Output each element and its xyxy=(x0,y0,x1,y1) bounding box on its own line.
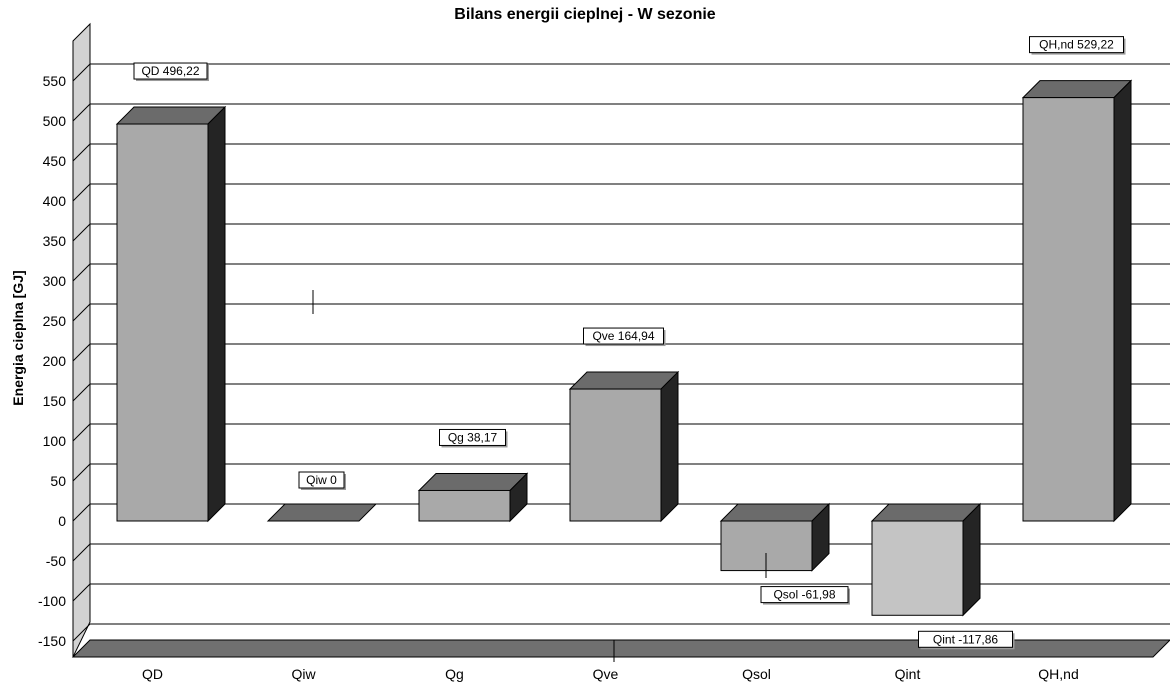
y-tick-label: 300 xyxy=(43,273,67,289)
grid-line-diagonal xyxy=(72,223,91,242)
bar-qsol xyxy=(719,502,831,572)
bar-side xyxy=(660,370,679,523)
bar-qg xyxy=(417,472,529,523)
y-tick-label: -100 xyxy=(38,593,66,609)
y-tick-label: 100 xyxy=(43,433,67,449)
left-wall xyxy=(72,22,91,658)
grid-line-diagonal xyxy=(72,463,91,482)
bar-side xyxy=(1113,79,1132,523)
bar-qint xyxy=(870,502,982,617)
data-label: Qg 38,17 xyxy=(439,428,508,448)
bar-qhnd xyxy=(1021,79,1133,523)
label-box xyxy=(918,630,1013,648)
grid-line-diagonal xyxy=(72,183,91,202)
y-tick-label: -50 xyxy=(46,553,66,569)
label-text: Qg 38,17 xyxy=(448,430,498,444)
label-box xyxy=(583,327,664,345)
bar-top xyxy=(266,503,378,522)
data-label: Qint -117,86 xyxy=(918,630,1015,650)
x-tick-label: Qiw xyxy=(291,666,316,682)
bar-front xyxy=(569,388,662,522)
data-labels: QD 496,22 Qiw 0 Qg 38,17 Qve 164,94 Qsol -61… xyxy=(133,36,1126,650)
bar-top xyxy=(719,503,831,522)
bar-front xyxy=(871,520,964,616)
y-axis: 550500450400350300250200150100500-50-100… xyxy=(38,73,66,649)
bar-qiw xyxy=(266,503,378,522)
bar-top xyxy=(1021,80,1133,99)
bar-front xyxy=(116,123,209,522)
bar-top xyxy=(870,503,982,522)
bars xyxy=(115,79,1133,662)
y-tick-label: -150 xyxy=(38,633,66,649)
grid-line-diagonal xyxy=(72,343,91,362)
y-tick-label: 550 xyxy=(43,73,67,89)
bar-top xyxy=(115,106,227,125)
y-tick-label: 50 xyxy=(50,473,66,489)
label-box xyxy=(133,62,208,80)
data-label: QH,nd 529,22 xyxy=(1029,36,1126,55)
chart-floor xyxy=(71,639,1170,658)
label-box xyxy=(1029,36,1124,54)
x-tick-label: QD xyxy=(142,666,163,682)
data-label: Qsol -61,98 xyxy=(760,586,850,605)
label-text: QH,nd 529,22 xyxy=(1039,38,1114,52)
y-tick-label: 350 xyxy=(43,233,67,249)
floor-slab xyxy=(71,639,1170,658)
bar-side xyxy=(207,105,226,523)
x-axis: QD Qiw Qg Qve Qsol Qint QH,nd xyxy=(142,666,1079,682)
y-tick-label: 450 xyxy=(43,153,67,169)
grid-line-diagonal xyxy=(72,263,91,282)
x-tick-label: Qsol xyxy=(742,666,771,682)
label-box xyxy=(439,428,506,446)
bar-top xyxy=(568,371,680,390)
y-tick-label: 500 xyxy=(43,113,67,129)
data-label: QD 496,22 xyxy=(133,62,209,82)
grid-line-diagonal xyxy=(72,143,91,162)
data-label: Qve 164,94 xyxy=(583,327,666,347)
x-tick-label: QH,nd xyxy=(1038,666,1078,682)
label-text: Qiw 0 xyxy=(306,473,337,487)
bar-qve xyxy=(568,370,680,523)
chart-walls xyxy=(72,22,91,658)
label-text: Qve 164,94 xyxy=(592,329,654,343)
grid-line-diagonal xyxy=(72,623,91,642)
grid-line-diagonal xyxy=(72,383,91,402)
label-text: Qint -117,86 xyxy=(933,632,998,646)
data-label: Qiw 0 xyxy=(298,471,346,490)
y-tick-label: 200 xyxy=(43,353,67,369)
x-tick-label: Qve xyxy=(593,666,619,682)
bar-front xyxy=(418,489,511,522)
grid-line-diagonal xyxy=(72,303,91,322)
label-text: Qsol -61,98 xyxy=(773,588,835,602)
bar-qd xyxy=(115,105,227,523)
x-tick-label: Qint xyxy=(895,666,921,682)
grid-line-diagonal xyxy=(72,503,91,522)
bar-front xyxy=(1022,97,1115,522)
y-tick-label: 400 xyxy=(43,193,67,209)
y-tick-label: 0 xyxy=(58,513,66,529)
grid-line-diagonal xyxy=(72,423,91,442)
label-text: QD 496,22 xyxy=(141,64,199,78)
y-tick-label: 250 xyxy=(43,313,67,329)
x-tick-label: Qg xyxy=(445,666,464,682)
grid-line-diagonal xyxy=(72,63,91,82)
label-box xyxy=(298,471,345,489)
label-box xyxy=(760,586,849,604)
grid-line-diagonal xyxy=(72,103,91,122)
bar-side xyxy=(962,502,981,617)
grid-lines xyxy=(72,63,1170,642)
grid-line-diagonal xyxy=(72,583,91,602)
y-tick-label: 150 xyxy=(43,393,67,409)
chart-title: Bilans energii cieplnej - W sezonie xyxy=(454,6,716,23)
bar-top xyxy=(417,472,529,491)
grid-line-diagonal xyxy=(72,543,91,562)
